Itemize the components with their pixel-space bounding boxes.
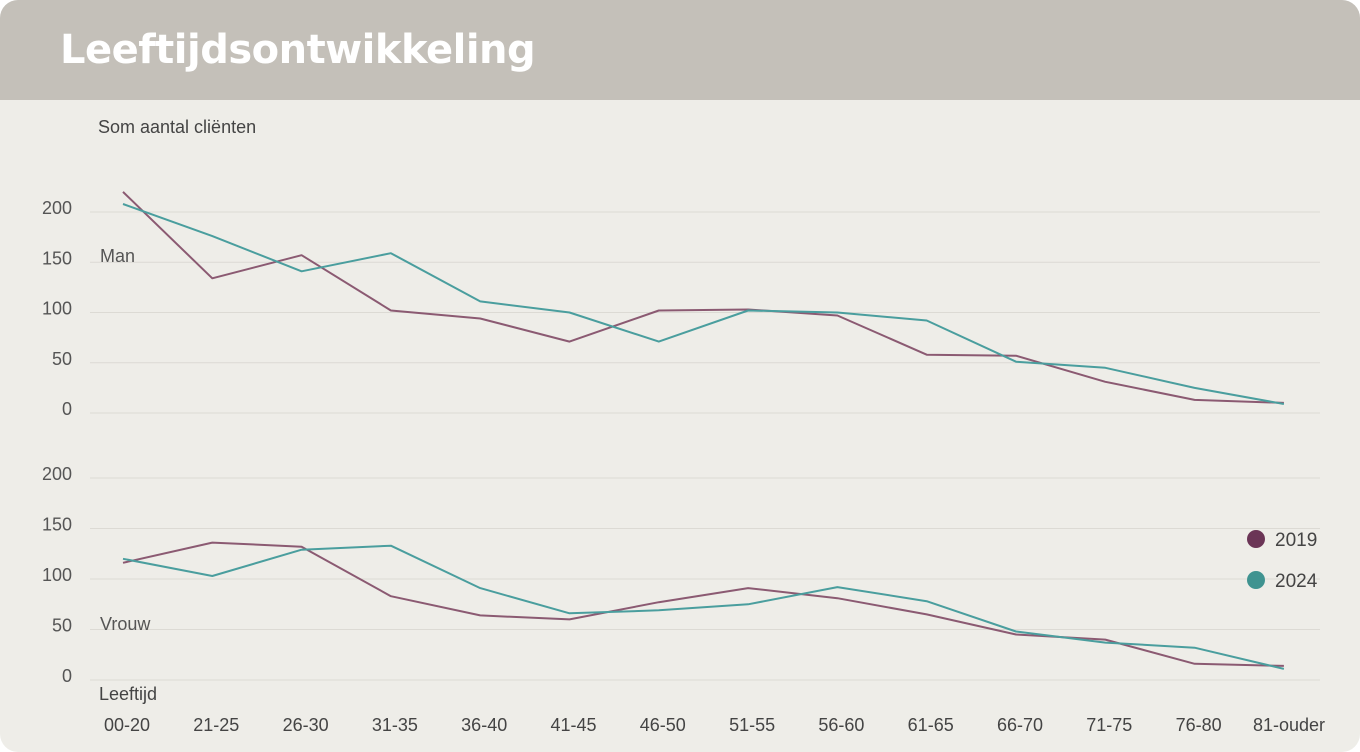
y-tick-label: 0	[62, 666, 72, 686]
panel-label-vrouw: Vrouw	[100, 614, 151, 634]
x-tick-label: 76-80	[1176, 715, 1222, 735]
y-tick-label: 50	[52, 616, 72, 636]
y-tick-label: 50	[52, 349, 72, 369]
y-tick-label: 150	[42, 515, 72, 535]
x-tick-label: 81-ouder	[1253, 715, 1325, 735]
y-tick-label: 0	[62, 399, 72, 419]
x-tick-label: 41-45	[550, 715, 596, 735]
x-tick-label: 00-20	[104, 715, 150, 735]
header-bar: Leeftijdsontwikkeling	[0, 0, 1360, 100]
legend-marker-2024	[1247, 571, 1265, 589]
x-tick-label: 31-35	[372, 715, 418, 735]
x-tick-label: 36-40	[461, 715, 507, 735]
series-line-man-2024	[122, 203, 1285, 405]
x-tick-label: 21-25	[193, 715, 239, 735]
legend-marker-2019	[1247, 530, 1265, 548]
legend-label-2024: 2024	[1275, 571, 1318, 592]
x-tick-label: 26-30	[283, 715, 329, 735]
legend-label-2019: 2019	[1275, 530, 1317, 551]
x-tick-label: 71-75	[1086, 715, 1132, 735]
y-tick-label: 200	[42, 464, 72, 484]
x-tick-label: 51-55	[729, 715, 775, 735]
y-tick-label: 100	[42, 565, 72, 585]
page-title: Leeftijdsontwikkeling	[60, 27, 536, 73]
x-tick-label: 61-65	[908, 715, 954, 735]
y-tick-label: 200	[42, 198, 72, 218]
y-tick-label: 150	[42, 248, 72, 268]
y-axis-title: Som aantal cliënten	[98, 117, 256, 137]
panel-label-man: Man	[100, 246, 135, 266]
x-tick-label: 46-50	[640, 715, 686, 735]
series-line-man-2019	[122, 191, 1284, 404]
x-tick-label: 56-60	[818, 715, 864, 735]
x-tick-label: 66-70	[997, 715, 1043, 735]
series-line-vrouw-2019	[122, 541, 1284, 667]
series-line-vrouw-2024	[122, 544, 1285, 670]
x-axis-title: Leeftijd	[99, 684, 157, 704]
y-tick-label: 100	[42, 299, 72, 319]
